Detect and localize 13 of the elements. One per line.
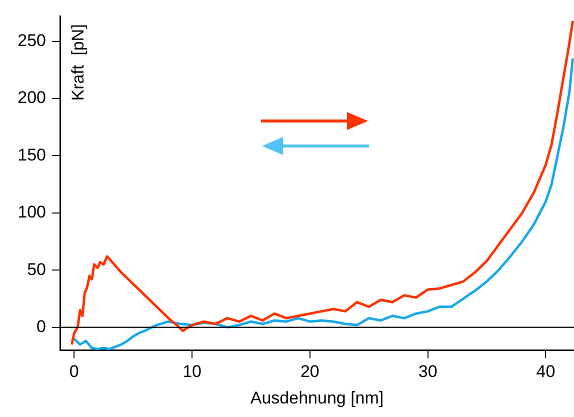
y-axis-title: Kraft [pN] — [68, 24, 88, 101]
y-tick-label: 200 — [18, 88, 46, 108]
x-tick-label: 40 — [536, 362, 556, 382]
x-tick-label: 20 — [300, 362, 320, 382]
x-tick-label: 0 — [69, 362, 79, 382]
x-axis-title: Ausdehnung [nm] — [250, 388, 384, 408]
y-tick-label: 150 — [18, 145, 46, 164]
y-tick-label: 0 — [36, 317, 46, 336]
x-tick-label: 30 — [418, 362, 438, 382]
x-tick-label: 10 — [182, 362, 202, 382]
y-tick-label: 250 — [18, 31, 46, 50]
y-tick-label: 100 — [18, 202, 46, 222]
y-tick-label: 50 — [27, 260, 46, 279]
